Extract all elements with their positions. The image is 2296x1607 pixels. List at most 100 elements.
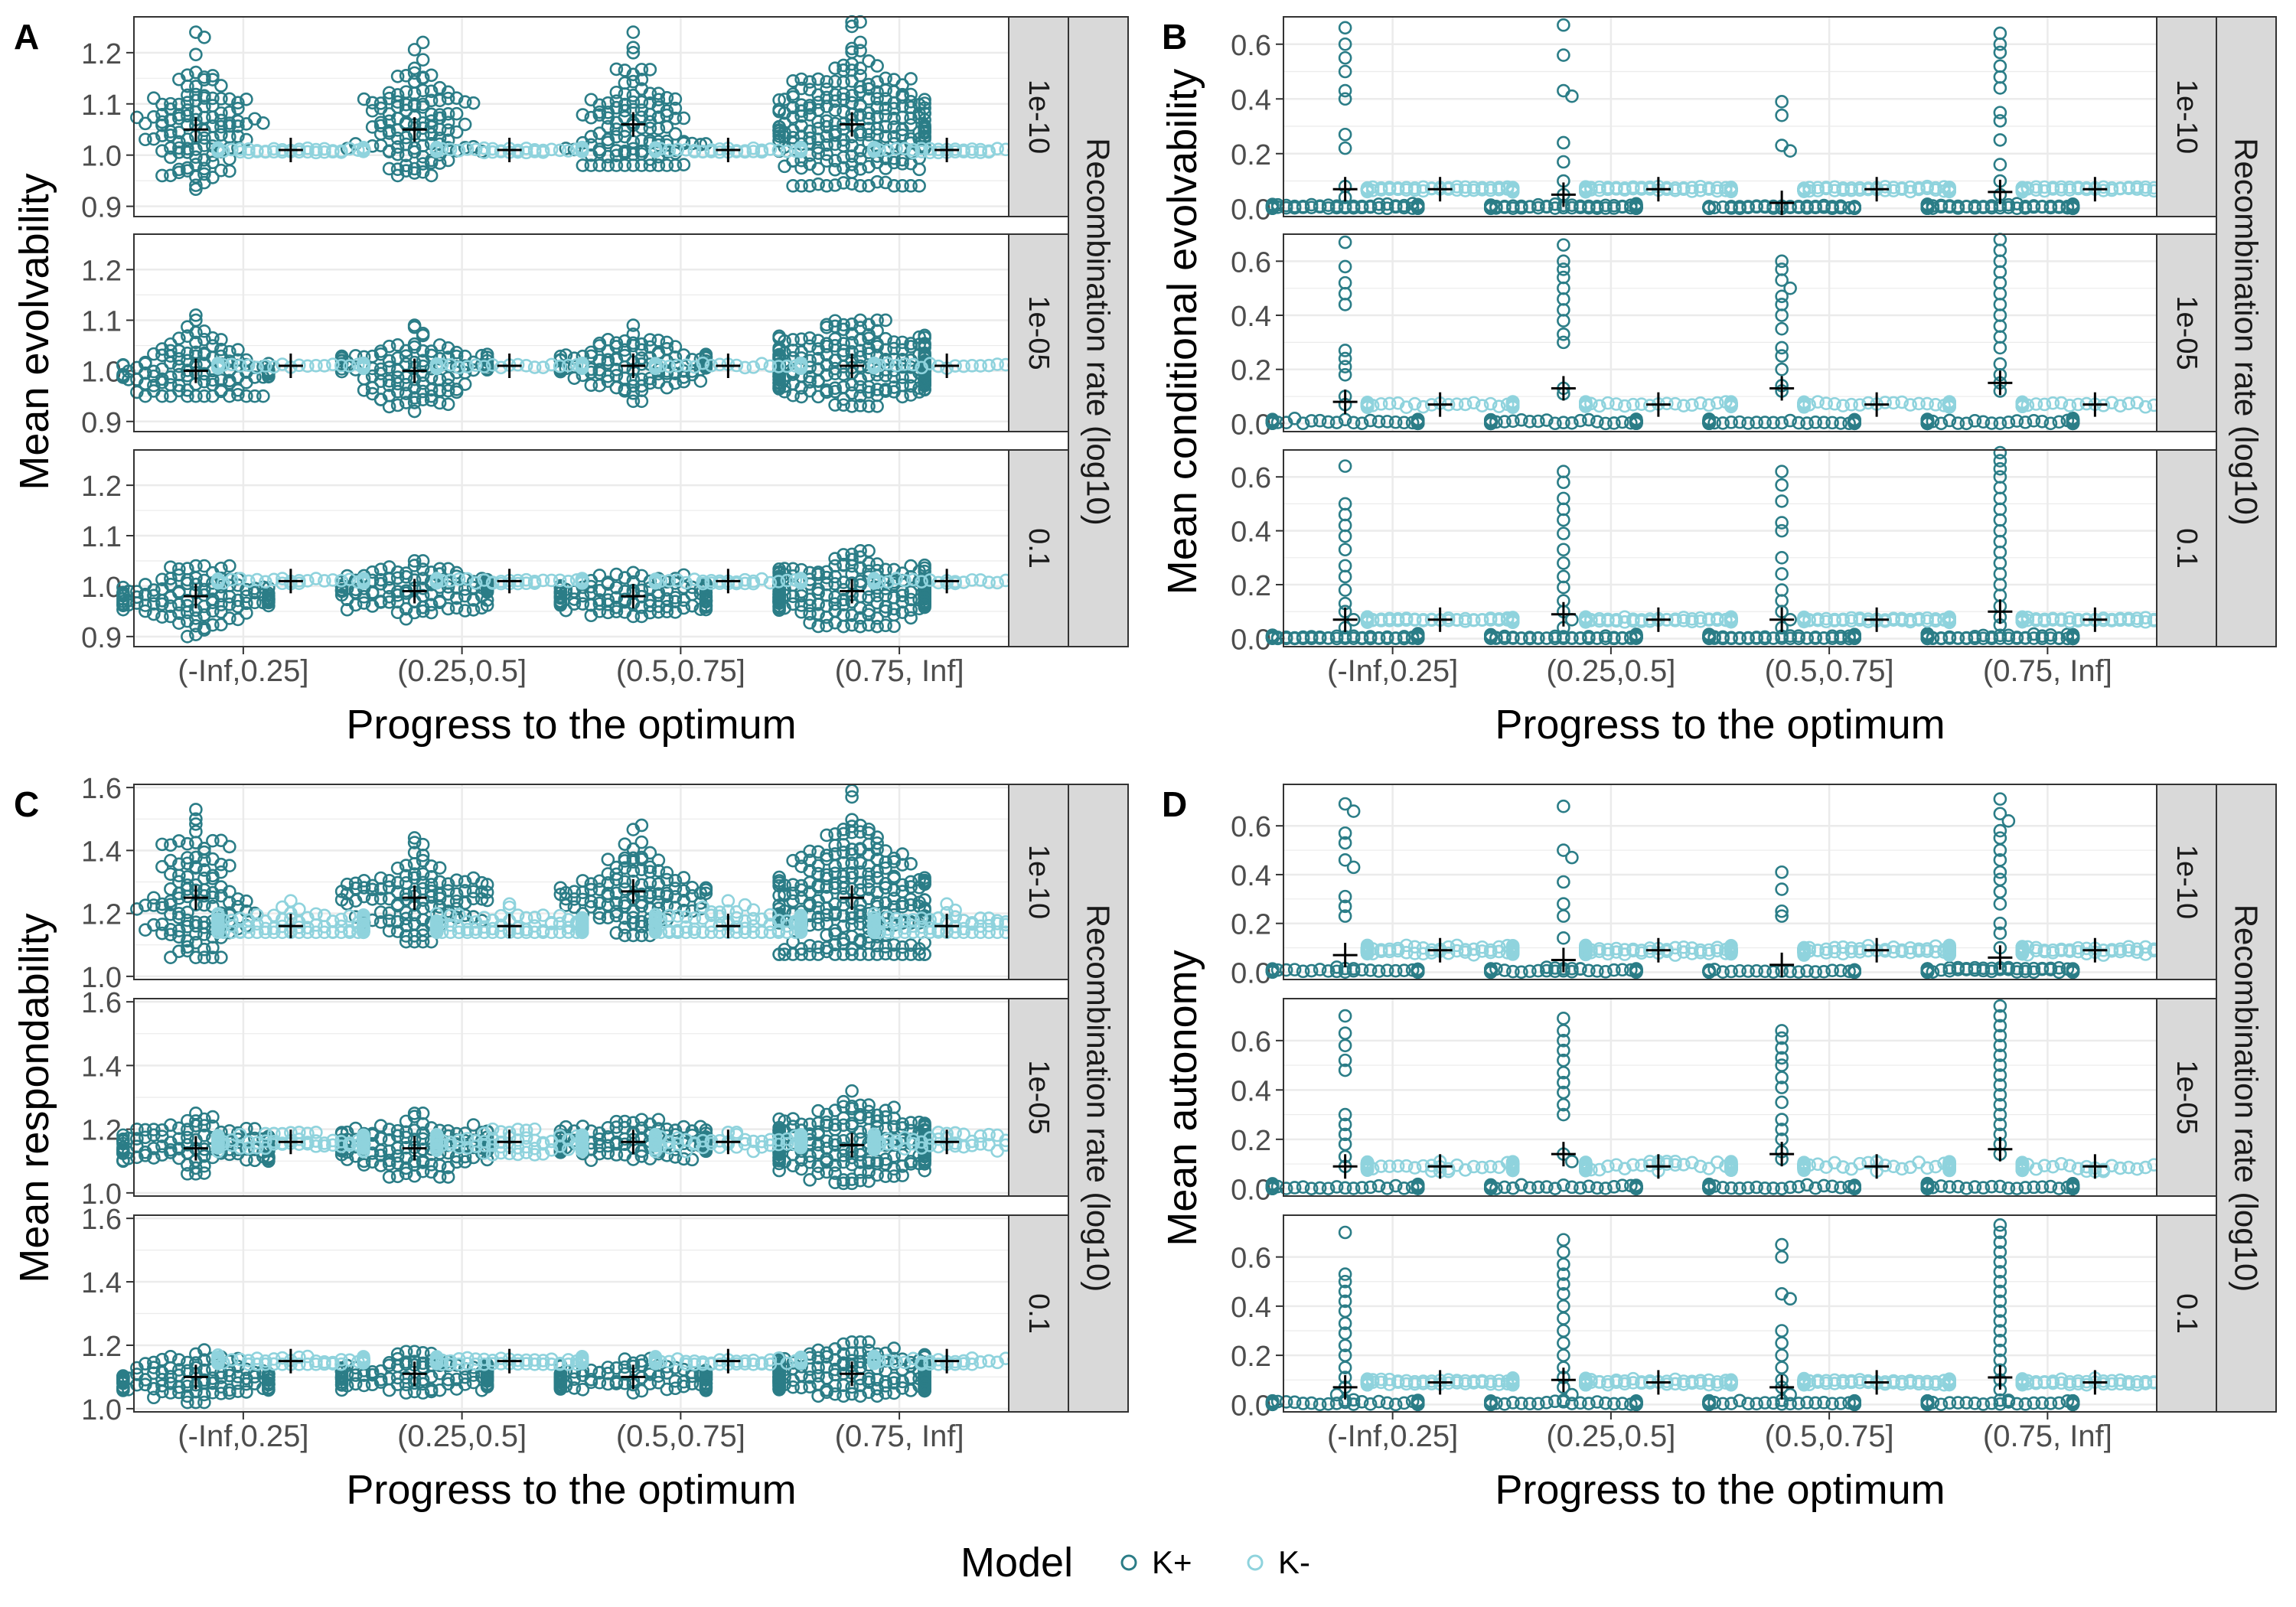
data-point bbox=[870, 109, 884, 124]
data-point bbox=[181, 161, 194, 175]
data-point bbox=[576, 108, 590, 122]
y-tick-label: 1.0 bbox=[81, 572, 122, 604]
data-point bbox=[225, 142, 239, 157]
data-point bbox=[429, 144, 444, 158]
data-point bbox=[912, 179, 926, 193]
data-point bbox=[668, 92, 683, 106]
data-point bbox=[803, 101, 817, 115]
data-point bbox=[233, 145, 247, 159]
data-point bbox=[923, 142, 937, 156]
data-point bbox=[318, 145, 331, 159]
data-point bbox=[820, 114, 833, 129]
y-tick-label: 0.0 bbox=[1231, 409, 1271, 441]
data-point bbox=[276, 145, 289, 159]
data-point bbox=[584, 129, 598, 144]
data-point bbox=[772, 129, 786, 143]
data-point bbox=[820, 179, 833, 193]
data-point bbox=[164, 96, 178, 111]
data-point bbox=[231, 101, 245, 116]
data-point bbox=[382, 86, 396, 100]
data-point bbox=[704, 145, 719, 158]
data-point bbox=[301, 145, 315, 159]
data-point bbox=[181, 68, 194, 82]
data-point bbox=[634, 63, 649, 77]
y-tick-label: 0.6 bbox=[1231, 246, 1271, 279]
data-point bbox=[643, 121, 657, 135]
data-point bbox=[601, 158, 615, 172]
data-point bbox=[648, 142, 663, 156]
data-point bbox=[139, 132, 152, 147]
data-point bbox=[828, 137, 842, 152]
data-point bbox=[172, 162, 186, 177]
data-point bbox=[618, 64, 632, 77]
data-point bbox=[870, 174, 884, 189]
data-point bbox=[771, 143, 786, 158]
data-point bbox=[601, 96, 615, 110]
data-point bbox=[424, 68, 439, 83]
data-point bbox=[519, 145, 533, 160]
y-tick-label: 0.2 bbox=[1231, 355, 1271, 387]
data-point bbox=[651, 100, 666, 114]
data-point bbox=[626, 25, 641, 39]
data-point bbox=[256, 116, 270, 130]
data-point bbox=[879, 83, 892, 97]
data-point bbox=[845, 165, 859, 179]
data-point bbox=[794, 104, 808, 118]
x-tick-label: (-Inf,0.25] bbox=[178, 654, 308, 688]
data-point bbox=[668, 127, 683, 141]
y-tick-label: 0.9 bbox=[81, 192, 122, 224]
data-point bbox=[862, 111, 876, 125]
data-point bbox=[670, 142, 685, 157]
outer-facet-label: Recombination rate (log10) bbox=[1081, 138, 1117, 526]
data-point bbox=[399, 158, 413, 173]
data-point bbox=[424, 119, 439, 134]
y-tick-label: 0.4 bbox=[1231, 84, 1271, 116]
data-point bbox=[609, 148, 624, 162]
data-point bbox=[895, 87, 909, 102]
data-point bbox=[786, 74, 800, 88]
data-point bbox=[780, 145, 794, 158]
data-point bbox=[679, 142, 693, 157]
data-point bbox=[223, 119, 236, 133]
data-point bbox=[626, 46, 641, 60]
data-point bbox=[837, 58, 850, 73]
data-point bbox=[390, 162, 405, 176]
data-point bbox=[887, 120, 901, 134]
facet-0.1: 0.91.01.11.20.1 bbox=[81, 449, 1069, 654]
data-point bbox=[441, 91, 455, 106]
data-point bbox=[837, 105, 850, 119]
data-point bbox=[407, 166, 422, 180]
data-point bbox=[609, 94, 624, 108]
data-point bbox=[870, 59, 884, 73]
data-point bbox=[853, 162, 867, 176]
data-point bbox=[181, 145, 194, 159]
data-point bbox=[510, 145, 525, 159]
data-point bbox=[197, 70, 211, 84]
data-point bbox=[828, 74, 842, 89]
data-point bbox=[443, 142, 458, 157]
facet-1e-10: 0.00.20.40.61e-10 bbox=[1231, 16, 2217, 226]
facet-1e-05: 0.00.20.40.61e-05 bbox=[1231, 233, 2217, 441]
data-point bbox=[164, 129, 178, 142]
data-point bbox=[763, 142, 778, 156]
data-point bbox=[668, 101, 683, 116]
data-point bbox=[786, 123, 800, 138]
data-point bbox=[519, 142, 533, 155]
facet-1e-05: 0.91.01.11.21e-05 bbox=[81, 233, 1069, 439]
y-tick-label: 1.2 bbox=[81, 471, 122, 503]
data-point bbox=[575, 143, 589, 158]
data-point bbox=[250, 145, 264, 158]
data-point bbox=[870, 92, 884, 106]
data-point bbox=[449, 106, 464, 121]
data-point bbox=[544, 142, 559, 157]
facet-strip-label: 1e-10 bbox=[1022, 80, 1055, 154]
data-point bbox=[259, 145, 272, 159]
x-tick-label: (0.25,0.5] bbox=[397, 654, 527, 688]
data-point bbox=[803, 83, 817, 96]
data-point bbox=[618, 76, 632, 90]
data-point bbox=[853, 179, 867, 193]
data-point bbox=[189, 47, 203, 62]
data-point bbox=[820, 75, 833, 89]
y-axis-label: Mean evolvability bbox=[11, 173, 57, 490]
data-point bbox=[772, 93, 786, 107]
